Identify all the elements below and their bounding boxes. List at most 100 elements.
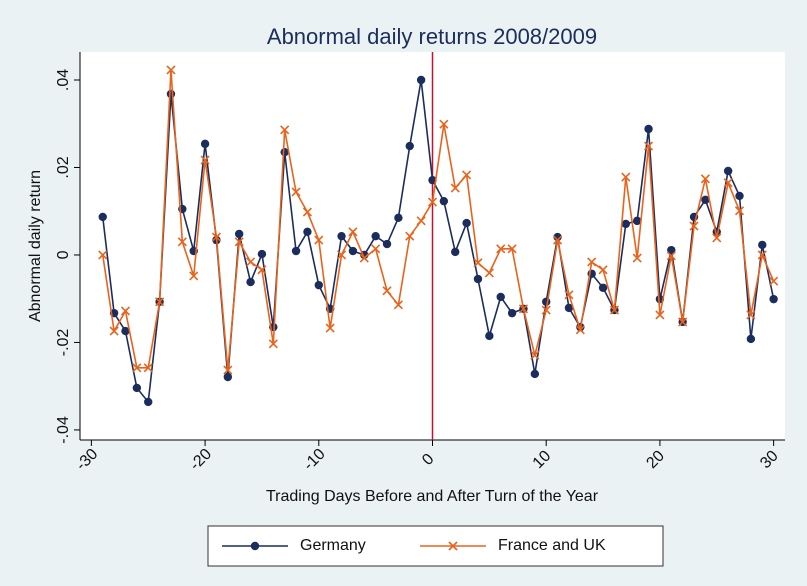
marker (223, 372, 233, 382)
marker (496, 292, 505, 302)
marker (712, 233, 722, 243)
marker (303, 227, 312, 236)
marker (734, 206, 745, 216)
marker (314, 235, 324, 245)
marker (280, 125, 290, 135)
marker (700, 174, 710, 184)
marker (382, 239, 392, 249)
marker (667, 245, 676, 255)
legend-label: Germany (300, 537, 366, 554)
marker (655, 310, 665, 320)
marker (678, 317, 688, 327)
marker (496, 244, 506, 254)
marker (530, 350, 540, 360)
marker (564, 303, 574, 313)
marker (448, 541, 458, 551)
marker (132, 383, 142, 393)
marker (257, 249, 267, 259)
marker (643, 141, 654, 151)
marker (405, 231, 415, 241)
marker (450, 183, 460, 193)
marker (189, 271, 199, 281)
x-tick-label: 20 (643, 447, 668, 472)
marker (291, 187, 301, 197)
marker (120, 306, 131, 316)
marker (98, 250, 108, 260)
legend-label: France and UK (498, 537, 606, 554)
marker (439, 119, 449, 129)
marker (325, 323, 335, 333)
marker (427, 197, 438, 207)
marker (257, 265, 267, 275)
marker (144, 397, 153, 407)
marker (598, 265, 608, 275)
marker (246, 277, 255, 287)
marker (542, 297, 551, 306)
marker (394, 213, 403, 222)
marker (632, 216, 642, 226)
marker (735, 191, 744, 201)
marker (666, 251, 676, 261)
marker (701, 195, 710, 205)
marker (462, 170, 472, 180)
marker (405, 141, 414, 151)
marker (609, 305, 620, 315)
x-tick-label: -30 (73, 446, 101, 474)
marker (291, 246, 301, 256)
marker (223, 365, 233, 375)
marker (234, 229, 244, 239)
x-tick-label: 0 (419, 451, 437, 469)
marker (314, 280, 323, 290)
marker (166, 89, 176, 99)
marker (439, 196, 449, 206)
y-tick-label: -.02 (55, 329, 72, 357)
marker (473, 274, 483, 284)
marker (769, 294, 778, 304)
marker (348, 227, 358, 237)
marker (166, 65, 176, 75)
marker (598, 283, 608, 292)
marker (143, 363, 153, 373)
x-axis-title: Trading Days Before and After Turn of th… (266, 488, 599, 505)
marker (371, 231, 380, 241)
marker (757, 250, 767, 260)
marker (177, 237, 187, 247)
marker (416, 216, 426, 226)
marker (746, 334, 756, 344)
marker (518, 304, 529, 314)
marker (109, 326, 119, 336)
x-tick-label: -20 (187, 446, 215, 474)
marker (575, 325, 585, 335)
marker (746, 310, 756, 320)
y-tick-label: 0 (55, 250, 72, 259)
marker (211, 232, 222, 242)
marker (98, 212, 107, 222)
x-tick-label: -10 (300, 446, 328, 474)
marker (268, 339, 278, 349)
marker (769, 276, 779, 286)
chart-title: Abnormal daily returns 2008/2009 (267, 24, 597, 49)
y-tick-label: .02 (55, 156, 72, 178)
marker (564, 290, 574, 300)
marker (507, 244, 517, 254)
marker (416, 75, 426, 85)
marker (250, 541, 260, 551)
marker (393, 300, 403, 310)
y-tick-label: .04 (55, 69, 72, 91)
marker (155, 297, 165, 307)
series-line (101, 69, 775, 371)
marker (553, 232, 562, 242)
y-tick-label: -.04 (55, 416, 72, 444)
marker (587, 257, 597, 267)
marker (132, 363, 142, 373)
x-tick-label: 10 (530, 447, 555, 472)
marker (200, 139, 210, 149)
marker (451, 247, 460, 257)
marker (473, 258, 483, 268)
marker (507, 308, 517, 318)
marker (632, 253, 642, 263)
marker (371, 244, 381, 254)
marker (621, 172, 631, 182)
marker (234, 237, 244, 247)
